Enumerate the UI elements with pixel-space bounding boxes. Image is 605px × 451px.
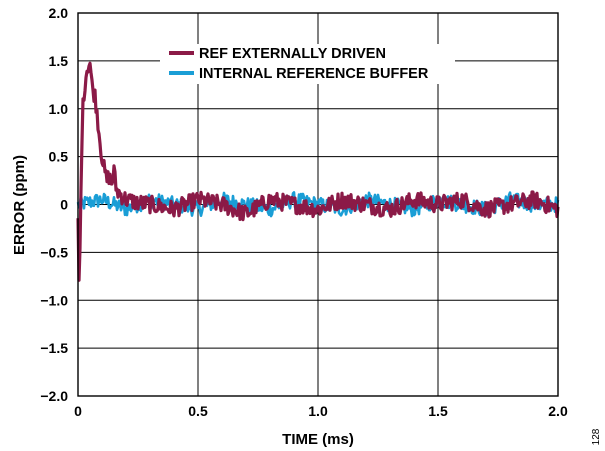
x-axis-title: TIME (ms) <box>282 431 354 448</box>
y-tick-label: 1.0 <box>49 101 69 117</box>
legend: REF EXTERNALLY DRIVEN INTERNAL REFERENCE… <box>160 44 455 84</box>
y-tick-label: 0.5 <box>49 149 69 165</box>
legend-label-ref-externally-driven: REF EXTERNALLY DRIVEN <box>199 46 386 62</box>
y-tick-label: −2.0 <box>40 388 68 404</box>
x-tick-labels: 0 0.5 1.0 1.5 2.0 <box>74 403 568 419</box>
legend-background <box>160 44 455 84</box>
series-layer <box>76 61 560 282</box>
x-tick-label: 2.0 <box>548 403 568 419</box>
y-tick-label: −0.5 <box>40 244 68 260</box>
y-tick-label: 1.5 <box>49 53 69 69</box>
y-tick-label: 2.0 <box>49 5 69 21</box>
figure-number: 128 <box>591 428 602 445</box>
y-tick-label: −1.5 <box>40 340 68 356</box>
series-line-ref-externally-driven <box>76 61 560 282</box>
plot-frame <box>77 12 559 397</box>
y-tick-label: 0 <box>60 197 68 213</box>
y-tick-label: −1.0 <box>40 292 68 308</box>
x-tick-label: 1.0 <box>308 403 328 419</box>
y-axis-title: ERROR (ppm) <box>11 155 28 255</box>
x-tick-label: 0 <box>74 403 82 419</box>
x-tick-label: 1.5 <box>428 403 448 419</box>
legend-label-internal-reference-buffer: INTERNAL REFERENCE BUFFER <box>199 66 429 82</box>
y-tick-labels: 2.0 1.5 1.0 0.5 0 −0.5 −1.0 −1.5 −2.0 <box>40 5 68 404</box>
x-tick-label: 0.5 <box>188 403 208 419</box>
